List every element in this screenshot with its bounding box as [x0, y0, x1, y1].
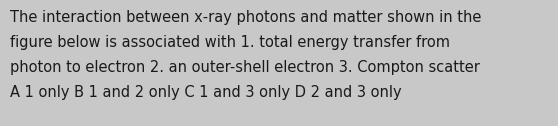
Text: A 1 only B 1 and 2 only C 1 and 3 only D 2 and 3 only: A 1 only B 1 and 2 only C 1 and 3 only D…	[10, 85, 402, 100]
Text: figure below is associated with 1. total energy transfer from: figure below is associated with 1. total…	[10, 35, 450, 50]
Text: photon to electron 2. an outer-shell electron 3. Compton scatter: photon to electron 2. an outer-shell ele…	[10, 60, 480, 75]
Text: The interaction between x-ray photons and matter shown in the: The interaction between x-ray photons an…	[10, 10, 482, 25]
